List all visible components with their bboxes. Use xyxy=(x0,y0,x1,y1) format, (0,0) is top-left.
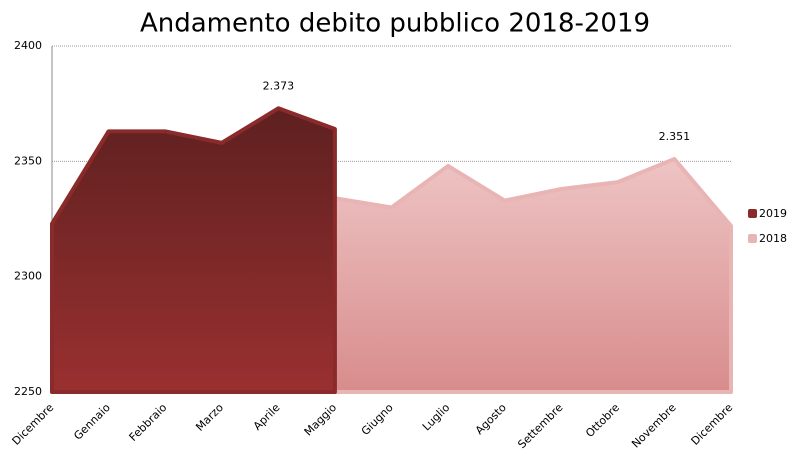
x-tick-label: Marzo xyxy=(193,401,226,434)
x-tick-label: Gennaio xyxy=(71,401,113,443)
legend-swatch xyxy=(748,234,757,243)
y-tick-label: 2300 xyxy=(14,270,42,283)
x-tick-label: Dicembre xyxy=(10,401,57,448)
area xyxy=(50,106,337,394)
x-tick-label: Novembre xyxy=(629,401,679,451)
x-tick-label: Maggio xyxy=(302,401,340,439)
x-tick-label: Aprile xyxy=(251,401,283,433)
x-tick-label: Settembre xyxy=(515,401,565,451)
data-label: 2.373 xyxy=(263,79,295,92)
legend-label: 2018 xyxy=(759,232,787,245)
x-tick-label: Agosto xyxy=(473,401,509,437)
x-tick-label: Febbraio xyxy=(127,401,170,444)
y-tick-label: 2400 xyxy=(14,39,42,52)
legend-label: 2019 xyxy=(759,207,787,220)
chart-title: Andamento debito pubblico 2018-2019 xyxy=(140,9,650,39)
y-tick-label: 2250 xyxy=(14,385,42,398)
x-tick-label: Luglio xyxy=(420,401,453,434)
x-tick-label: Giugno xyxy=(359,401,396,438)
data-label: 2.351 xyxy=(659,130,691,143)
x-tick-label: Ottobre xyxy=(583,401,622,440)
x-tick-label: Dicembre xyxy=(689,401,736,448)
y-tick-label: 2350 xyxy=(14,154,42,167)
legend-swatch xyxy=(748,209,757,218)
